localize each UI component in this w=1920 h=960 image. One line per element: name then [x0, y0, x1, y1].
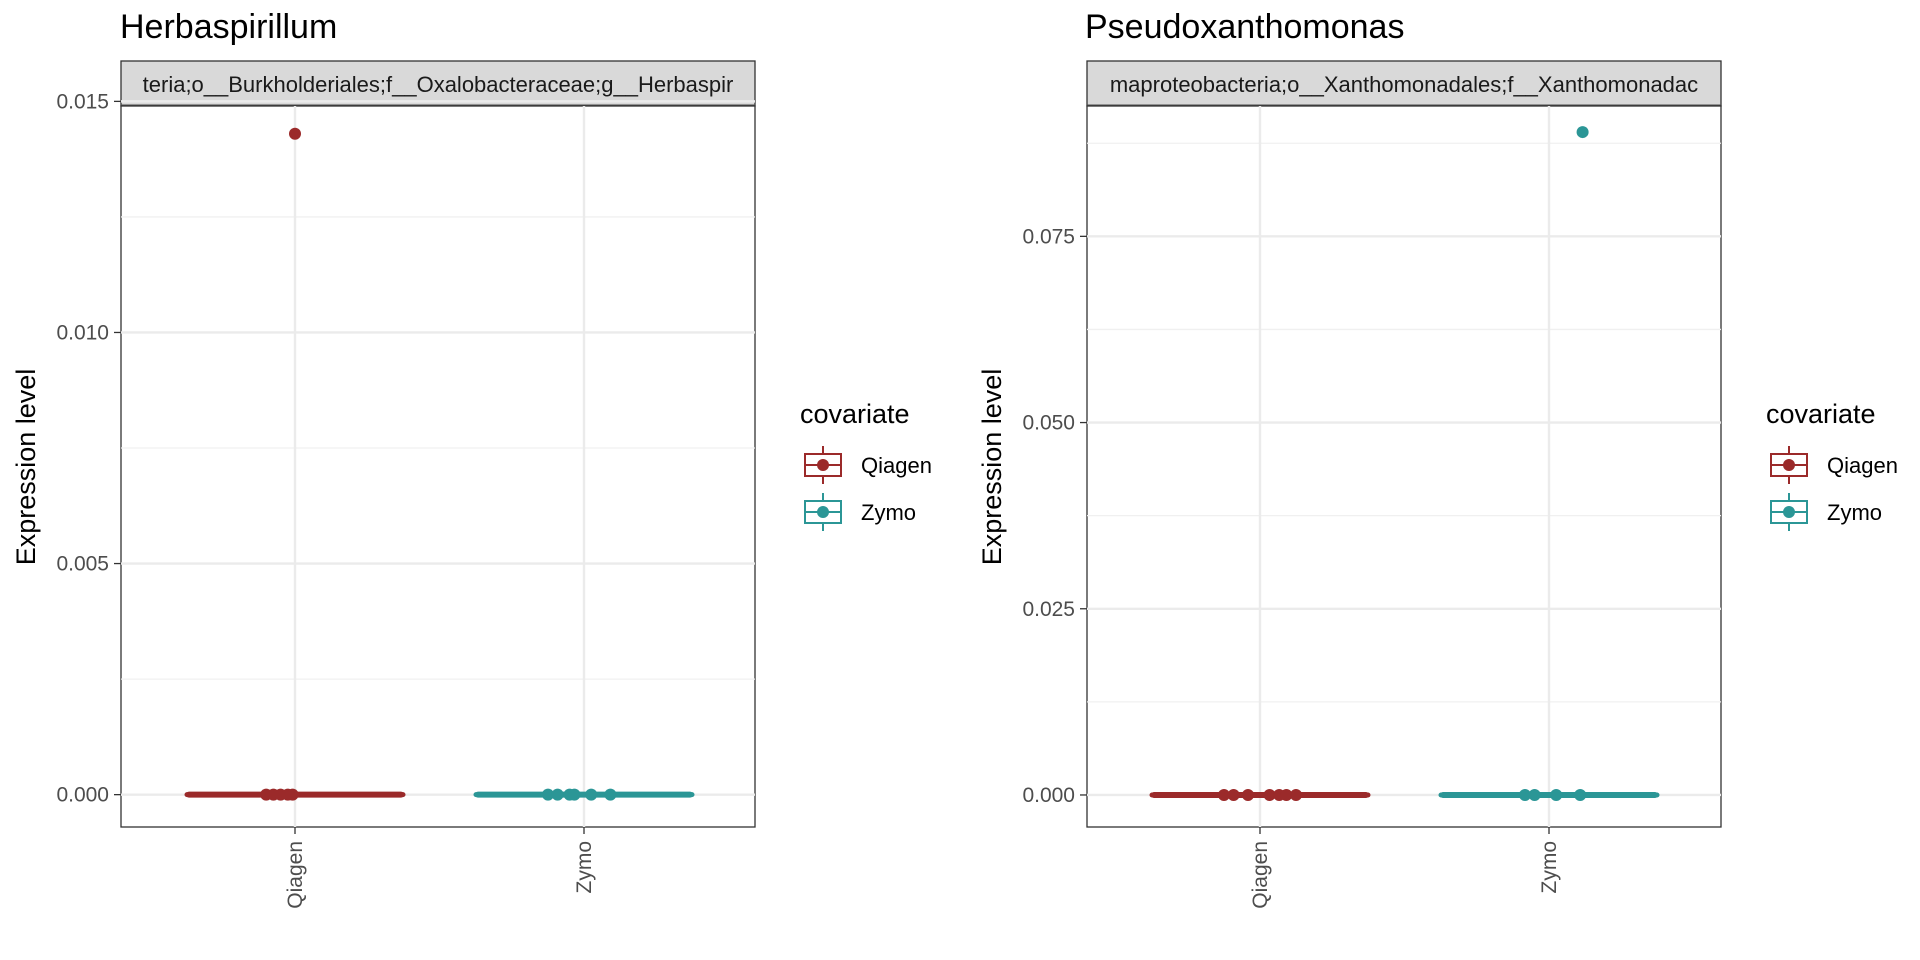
legend-label-zymo: Zymo: [1827, 500, 1882, 525]
data-point: [1576, 126, 1589, 139]
legend-key-zymo: [1770, 493, 1808, 531]
gridlines: [121, 100, 755, 827]
data-point: [604, 788, 617, 801]
legend-key-point: [817, 459, 829, 471]
x-tick-label: Zymo: [1538, 841, 1561, 894]
legend-key-point: [1783, 459, 1795, 471]
data-point: [286, 788, 299, 801]
y-axis-title: Expression level: [11, 369, 41, 566]
x-tick-label: Zymo: [573, 841, 596, 894]
x-tick-label: Qiagen: [1249, 841, 1272, 909]
facet-strip: [120, 60, 756, 107]
chart-title: Pseudoxanthomonas: [1085, 8, 1404, 46]
y-tick-label: 0.015: [56, 90, 109, 113]
y-tick-label: 0.075: [1022, 225, 1075, 248]
gridlines: [1087, 106, 1721, 827]
y-tick-label: 0.000: [56, 784, 109, 807]
plot-panel: [1086, 105, 1722, 828]
data-point: [585, 788, 598, 801]
data-point: [1280, 788, 1293, 801]
y-axis: 0.000 0.025 0.050 0.075: [1022, 225, 1087, 807]
facet-strip: [1086, 60, 1722, 107]
data-point: [1227, 788, 1240, 801]
legend-key-qiagen: [1770, 446, 1808, 484]
plot-panel: [120, 105, 756, 828]
plot-marks: [1149, 126, 1660, 801]
y-axis: 0.000 0.005 0.010 0.015: [56, 90, 121, 807]
y-tick-label: 0.050: [1022, 412, 1075, 435]
data-point: [551, 788, 564, 801]
y-axis-title: Expression level: [977, 369, 1007, 566]
data-point: [1550, 788, 1563, 801]
facet-strip-label: maproteobacteria;o__Xanthomonadales;f__X…: [1110, 72, 1698, 97]
panel-pseudoxanthomonas: Pseudoxanthomonas maproteobacteria;o__Xa…: [977, 8, 1722, 909]
plot-marks: [184, 127, 695, 801]
data-point: [1528, 788, 1541, 801]
legend-key-point: [817, 506, 829, 518]
chart-title: Herbaspirillum: [120, 8, 337, 46]
x-axis: Qiagen Zymo: [1249, 827, 1561, 909]
y-tick-label: 0.025: [1022, 598, 1075, 621]
legend-1: covariate Qiagen Zymo: [800, 399, 932, 531]
data-point: [289, 127, 301, 140]
data-point: [1519, 788, 1531, 801]
legend-label-qiagen: Qiagen: [1827, 453, 1898, 478]
data-point: [1242, 788, 1254, 801]
x-axis: Qiagen Zymo: [284, 827, 596, 909]
y-tick-label: 0.005: [56, 553, 109, 576]
legend-key-qiagen: [804, 446, 842, 484]
y-tick-label: 0.010: [56, 321, 109, 344]
data-point: [1263, 788, 1276, 801]
facet-strip-label: teria;o__Burkholderiales;f__Oxalobactera…: [143, 72, 734, 97]
data-point: [542, 788, 554, 801]
legend-label-zymo: Zymo: [861, 500, 916, 525]
panel-herbaspirillum: Herbaspirillum teria;o__Burkholderiales;…: [11, 8, 756, 909]
data-point: [1574, 788, 1587, 801]
y-tick-label: 0.000: [1022, 784, 1075, 807]
data-point: [568, 788, 581, 801]
legend-key-point: [1783, 506, 1795, 518]
data-point: [1218, 788, 1230, 801]
x-tick-label: Qiagen: [284, 841, 307, 909]
legend-title: covariate: [800, 399, 910, 429]
legend-2: covariate Qiagen Zymo: [1766, 399, 1898, 531]
legend-label-qiagen: Qiagen: [861, 453, 932, 478]
data-point: [1290, 788, 1302, 801]
legend-key-zymo: [804, 493, 842, 531]
legend-title: covariate: [1766, 399, 1876, 429]
